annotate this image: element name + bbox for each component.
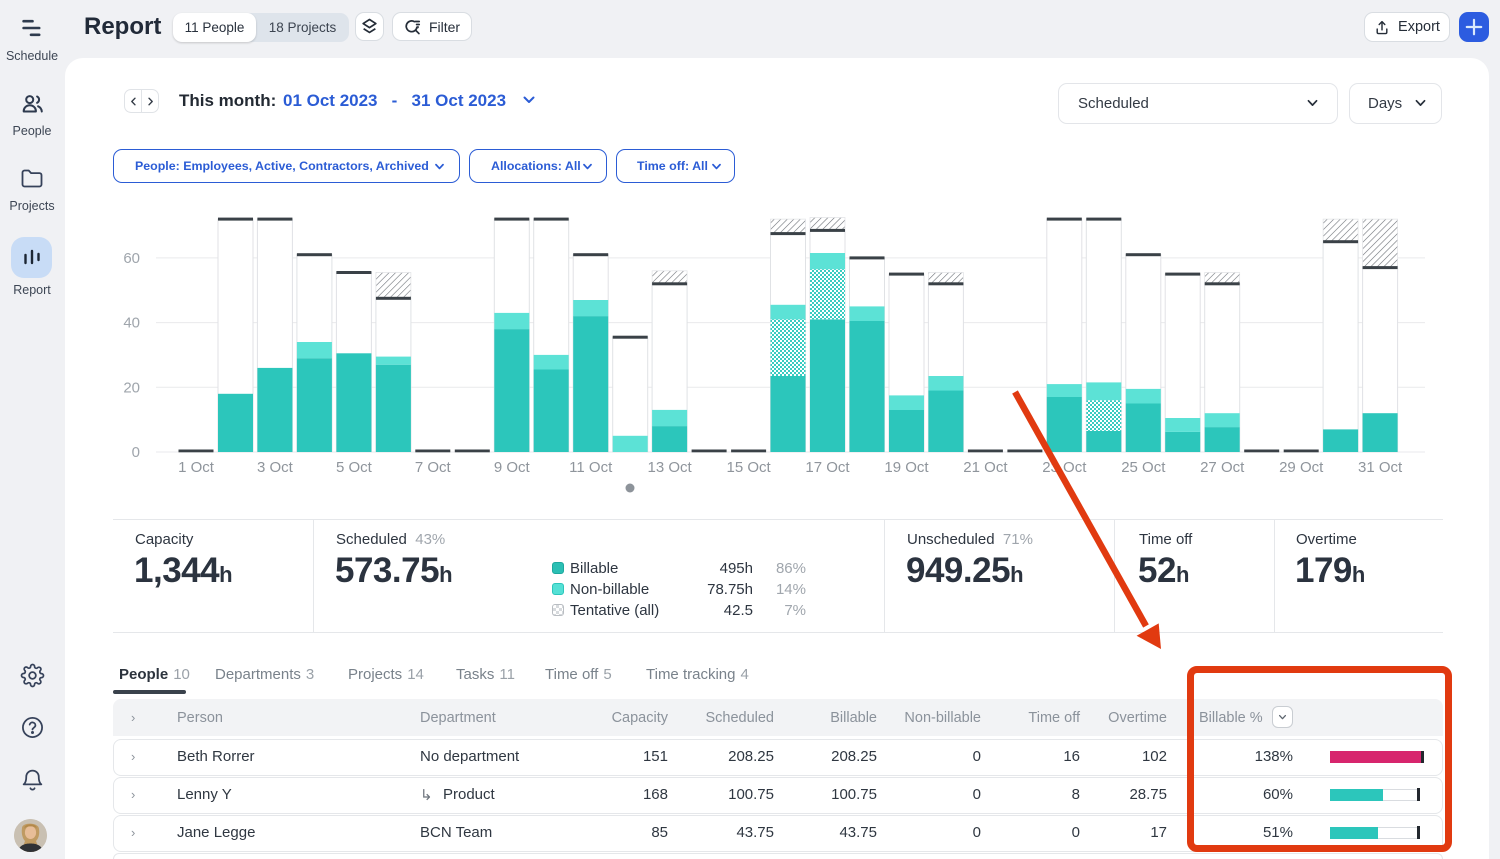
svg-text:29 Oct: 29 Oct bbox=[1279, 459, 1324, 476]
svg-text:9 Oct: 9 Oct bbox=[494, 459, 531, 476]
svg-text:21 Oct: 21 Oct bbox=[963, 459, 1008, 476]
svg-text:60: 60 bbox=[123, 250, 140, 267]
svg-text:20: 20 bbox=[123, 379, 140, 396]
svg-text:0: 0 bbox=[132, 444, 140, 461]
svg-text:25 Oct: 25 Oct bbox=[1121, 459, 1166, 476]
svg-text:19 Oct: 19 Oct bbox=[884, 459, 929, 476]
svg-text:13 Oct: 13 Oct bbox=[648, 459, 693, 476]
svg-text:5 Oct: 5 Oct bbox=[336, 459, 373, 476]
svg-text:1 Oct: 1 Oct bbox=[178, 459, 215, 476]
svg-text:31 Oct: 31 Oct bbox=[1358, 459, 1403, 476]
svg-text:7 Oct: 7 Oct bbox=[415, 459, 452, 476]
svg-text:27 Oct: 27 Oct bbox=[1200, 459, 1245, 476]
svg-text:15 Oct: 15 Oct bbox=[727, 459, 772, 476]
svg-text:17 Oct: 17 Oct bbox=[805, 459, 850, 476]
svg-text:40: 40 bbox=[123, 315, 140, 332]
svg-text:3 Oct: 3 Oct bbox=[257, 459, 294, 476]
svg-text:11 Oct: 11 Oct bbox=[569, 459, 613, 476]
